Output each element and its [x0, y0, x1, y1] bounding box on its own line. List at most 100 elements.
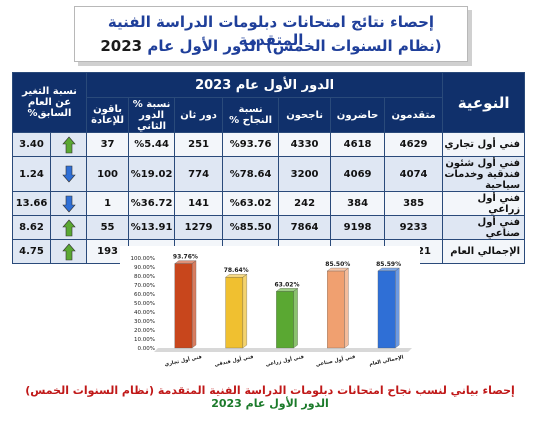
results-table: النوعية الدور الأول عام 2023 نسبة التغير…	[11, 72, 526, 264]
pass-rate-cell: %85.50	[222, 215, 280, 240]
bar	[276, 291, 294, 349]
bar-value-label: 85.50%	[325, 261, 350, 268]
trend-up-arrow-icon	[50, 239, 88, 264]
applicants-cell: 4629	[384, 132, 444, 157]
change-header: نسبة التغير عن العام السابق%	[11, 72, 88, 133]
bar	[174, 263, 193, 349]
caption-text: إحصاء بياني لنسب نجاح امتحانات دبلومات ا…	[157, 384, 515, 397]
y-tick-label: 40.00%	[134, 310, 155, 316]
bar-top	[225, 274, 248, 278]
bar-value-label: 85.59%	[376, 261, 401, 268]
page-title: إحصاء نتائج امتحانات دبلومات الدراسة الف…	[107, 13, 435, 49]
table-row: فني أول شئون فندقية وخدمات سياحية 4074 406…	[11, 156, 526, 192]
x-category-label: فني أول فندقي	[214, 353, 254, 368]
y-tick-label: 60.00%	[134, 292, 155, 298]
second-round-rate-cell: %19.02	[128, 156, 176, 192]
present-cell: 4069	[330, 156, 386, 192]
bar-top	[174, 260, 197, 264]
repeat-header: باقون للإعادة	[86, 97, 130, 133]
passed-cell: 242	[278, 191, 332, 216]
chart-floor	[154, 348, 412, 352]
bar-value-label: 78.64%	[224, 267, 249, 274]
table-row: فني أول زراعي 385 384 242 %63.02 141 %36.72 1 13…	[11, 191, 526, 216]
y-tick-label: 50.00%	[134, 301, 155, 307]
bar-top	[275, 288, 299, 292]
pass-rate-cell: %78.64	[222, 156, 280, 192]
y-tick-label: 70.00%	[134, 283, 155, 289]
second-round-cell: 251	[174, 132, 224, 157]
pass-rate-cell: %63.02	[222, 191, 280, 216]
page-subtitle: (نظام السنوات الخمس) الدور الأول عام 202…	[75, 37, 467, 55]
subtitle-text: (نظام السنوات الخمس) الدور الأول عام	[147, 37, 442, 55]
passed-cell: 4330	[278, 132, 332, 157]
bar-side	[293, 287, 298, 349]
round-header: الدور الأول عام 2023	[86, 72, 444, 98]
y-tick-label: 10.00%	[134, 337, 155, 343]
present-cell: 384	[330, 191, 386, 216]
caption-system: (نظام السنوات الخمس)	[25, 384, 154, 397]
x-category-label: فني أول تجاري	[164, 353, 202, 368]
pass-rate-cell: %93.76	[222, 132, 280, 157]
title-box: إحصاء نتائج امتحانات دبلومات الدراسة الف…	[74, 6, 468, 62]
chart-svg: 0.00% 10.00% 20.00% 30.00% 40.00% 50.00% 60.00…	[131, 254, 412, 368]
applicants-cell: 4074	[384, 156, 444, 192]
x-category-label: فني أول صناعي	[315, 353, 356, 368]
pass-rate-header: نسبة النجاح %	[222, 97, 280, 133]
x-category-label: فني أول زراعي	[265, 353, 305, 368]
y-tick-label: 100.00%	[131, 256, 155, 262]
pass-rate-chart: 0.00% 10.00% 20.00% 30.00% 40.00% 50.00% 60.00…	[120, 246, 420, 372]
bar-top	[326, 267, 349, 272]
second-round-cell: 141	[174, 191, 224, 216]
repeat-cell: 37	[86, 132, 130, 157]
table-row: فني أول صناعي 9233 9198 7864 %85.50 1279 %13.9…	[11, 215, 526, 240]
bar-value-label: 63.02%	[275, 281, 300, 288]
chart-caption: إحصاء بياني لنسب نجاح امتحانات دبلومات ا…	[10, 384, 530, 410]
second-round-rate-header: نسبة % الدور الثاني	[128, 97, 176, 133]
table-row: فني أول تجاري 4629 4618 4330 %93.76 251 %5.44 3…	[11, 132, 526, 157]
caption-round: الدور الأول عام 2023	[211, 397, 329, 410]
y-tick-label: 20.00%	[134, 328, 155, 334]
passed-header: ناجحون	[278, 97, 332, 133]
bar-top	[377, 267, 400, 272]
repeat-cell: 1	[86, 191, 130, 216]
applicants-header: متقدمون	[384, 97, 444, 133]
bar	[377, 270, 396, 349]
subtitle-year: 2023	[100, 37, 143, 55]
second-round-rate-cell: %13.91	[128, 215, 176, 240]
second-round-cell: 774	[174, 156, 224, 192]
y-tick-label: 90.00%	[134, 265, 155, 271]
second-round-rate-cell: %5.44	[128, 132, 176, 157]
second-round-cell: 1279	[174, 215, 224, 240]
trend-up-arrow-icon	[50, 215, 88, 240]
repeat-cell: 100	[86, 156, 130, 192]
type-header: النوعية	[442, 72, 526, 133]
applicants-cell: 385	[384, 191, 444, 216]
bar-side	[395, 267, 400, 349]
bar-value-label: 93.76%	[173, 254, 198, 261]
row-type-name: فني أول زراعي	[442, 191, 526, 216]
bar	[225, 277, 243, 349]
row-type-name: فني أول شئون فندقية وخدمات سياحية	[442, 156, 526, 192]
present-cell: 4618	[330, 132, 386, 157]
trend-down-arrow-icon	[50, 156, 88, 192]
trend-up-arrow-icon	[50, 132, 88, 157]
second-round-rate-cell: %36.72	[128, 191, 176, 216]
row-type-name: فني أول تجاري	[442, 132, 526, 157]
x-category-label: الإجمالي العام	[369, 354, 405, 367]
row-type-name: الإجمالي العام	[442, 239, 526, 264]
bar-side	[344, 267, 349, 349]
bar-side	[191, 260, 197, 349]
bar	[327, 270, 345, 349]
present-header: حاضرون	[330, 97, 386, 133]
change-value: 8.62	[11, 215, 52, 240]
row-type-name: فني أول صناعي	[442, 215, 526, 240]
change-value: 4.75	[11, 239, 52, 264]
repeat-cell: 55	[86, 215, 130, 240]
change-value: 3.40	[11, 132, 52, 157]
y-tick-label: 30.00%	[134, 319, 155, 325]
change-value: 1.24	[11, 156, 52, 192]
y-tick-label: 0.00%	[138, 346, 155, 352]
present-cell: 9198	[330, 215, 386, 240]
bar-side	[242, 273, 247, 349]
passed-cell: 3200	[278, 156, 332, 192]
